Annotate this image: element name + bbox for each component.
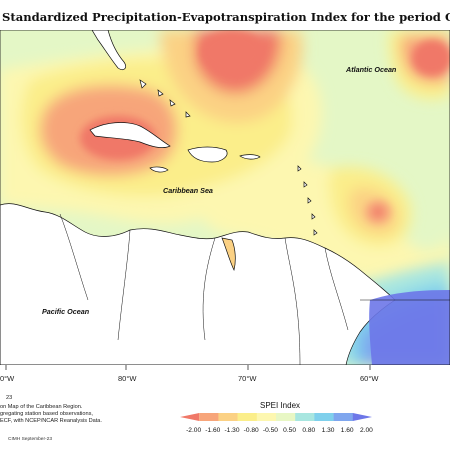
legend-tick-label: -0.80 (243, 427, 259, 434)
legend-swatch (256, 413, 277, 421)
legend-swatch (199, 413, 219, 421)
atlantic-ocean-label: Atlantic Ocean (345, 65, 397, 74)
footer-credit: CIMH September-23 (8, 437, 52, 442)
legend-tick-label: 1.30 (321, 427, 335, 434)
lon-label-0: 0°W (0, 374, 15, 383)
legend-tick-label: -0.50 (262, 427, 278, 434)
land-masses (0, 30, 396, 365)
lon-label-60w: 60°W (360, 374, 379, 383)
pacific-ocean-label: Pacific Ocean (42, 307, 90, 316)
legend-tick-label: 0.80 (302, 427, 316, 434)
legend-tick-label: -1.60 (205, 427, 221, 434)
longitude-ticks (5, 365, 371, 370)
legend-tick-label: 1.60 (340, 427, 354, 434)
legend-swatch (237, 413, 258, 421)
note-year: 23 (6, 395, 13, 401)
legend-title: SPEI Index (260, 401, 301, 410)
country-borders (59, 213, 349, 365)
legend-swatch (295, 413, 315, 421)
wet-core-region (369, 290, 450, 365)
legend-tick-label: -1.30 (224, 427, 240, 434)
legend-swatch (218, 413, 238, 421)
map-title: Standardized Precipitation-Evapotranspir… (2, 10, 450, 24)
legend-swatch (352, 413, 372, 421)
lon-label-80w: 80°W (118, 374, 137, 383)
legend-tick-label: 2.00 (359, 427, 373, 434)
legend-swatch (276, 413, 296, 421)
legend-swatch (333, 413, 354, 421)
legend-swatch (180, 413, 200, 421)
lon-label-70w: 70°W (238, 374, 257, 383)
legend-tick-label: -2.00 (186, 427, 202, 434)
legend-swatch (314, 413, 334, 421)
caption-line-3: ECF, with NCEP/NCAR Reanalysis Data. (0, 418, 102, 424)
caption-line-1: on Map of the Caribbean Region. (0, 404, 83, 410)
caribbean-sea-label: Caribbean Sea (163, 186, 213, 195)
legend-tick-label: 0.50 (283, 427, 297, 434)
spei-legend-bar (180, 413, 372, 421)
caption-line-2: gregating station based observations, (0, 411, 93, 417)
